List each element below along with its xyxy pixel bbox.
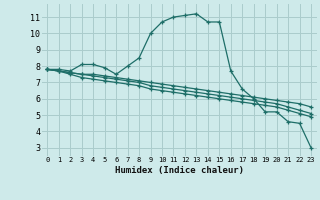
X-axis label: Humidex (Indice chaleur): Humidex (Indice chaleur) <box>115 166 244 175</box>
